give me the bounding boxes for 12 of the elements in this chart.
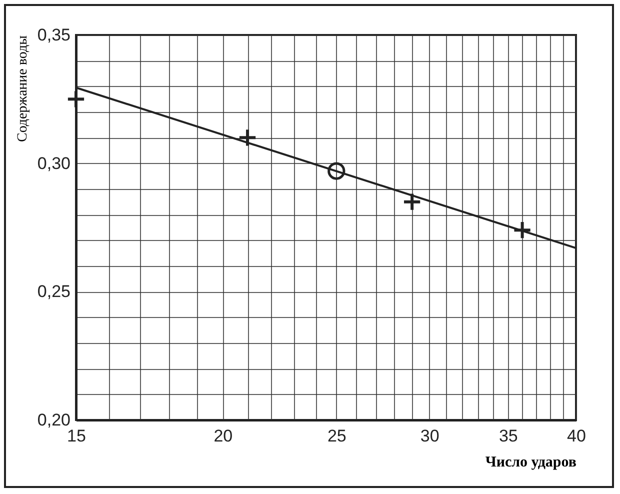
x-tick-label: 30: [420, 426, 440, 446]
y-tick-label: 0,35: [37, 26, 70, 44]
y-axis-title: Содержание воды: [15, 34, 30, 142]
x-tick-label: 15: [67, 426, 86, 446]
x-tick-label: 35: [498, 426, 518, 446]
x-tick-label: 20: [214, 426, 233, 446]
y-tick-label: 0,20: [37, 410, 70, 430]
x-tick-label: 25: [327, 426, 346, 446]
x-tick-label: 40: [567, 426, 586, 446]
y-tick-label: 0,25: [37, 282, 70, 302]
x-axis-title: Число ударов: [485, 454, 576, 470]
y-tick-label: 0,30: [37, 154, 70, 173]
